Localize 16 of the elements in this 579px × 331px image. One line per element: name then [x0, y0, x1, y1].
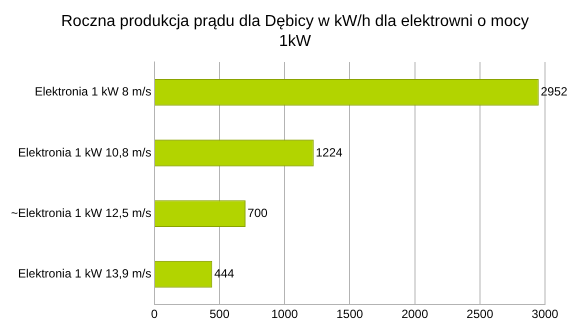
- y-tick-label: Elektronia 1 kW 13,9 m/s: [18, 266, 152, 281]
- x-tick-label: 2500: [466, 307, 494, 322]
- x-tick-label: 1000: [271, 307, 298, 322]
- x-tick-label: 2000: [401, 307, 428, 322]
- data-label: 700: [248, 206, 268, 220]
- data-label: 444: [214, 266, 235, 281]
- y-tick-label: Elektronia 1 kW 10,8 m/s: [18, 145, 152, 160]
- y-tick-label: ~Elektronia 1 kW 12,5 m/s: [11, 206, 152, 220]
- x-tick-label: 0: [151, 307, 158, 322]
- data-label: 2952: [540, 84, 568, 99]
- x-tick-label: 1500: [336, 307, 364, 322]
- data-label: 1224: [316, 145, 343, 160]
- x-tick-label: 3000: [532, 307, 559, 322]
- x-tick-label: 500: [209, 307, 230, 322]
- chart-title: Roczna produkcja prądu dla Dębicy w kW/h dla elektrowni o mocy 1kW: [60, 12, 530, 52]
- y-tick-label: Elektronia 1 kW 8 m/s: [34, 84, 152, 99]
